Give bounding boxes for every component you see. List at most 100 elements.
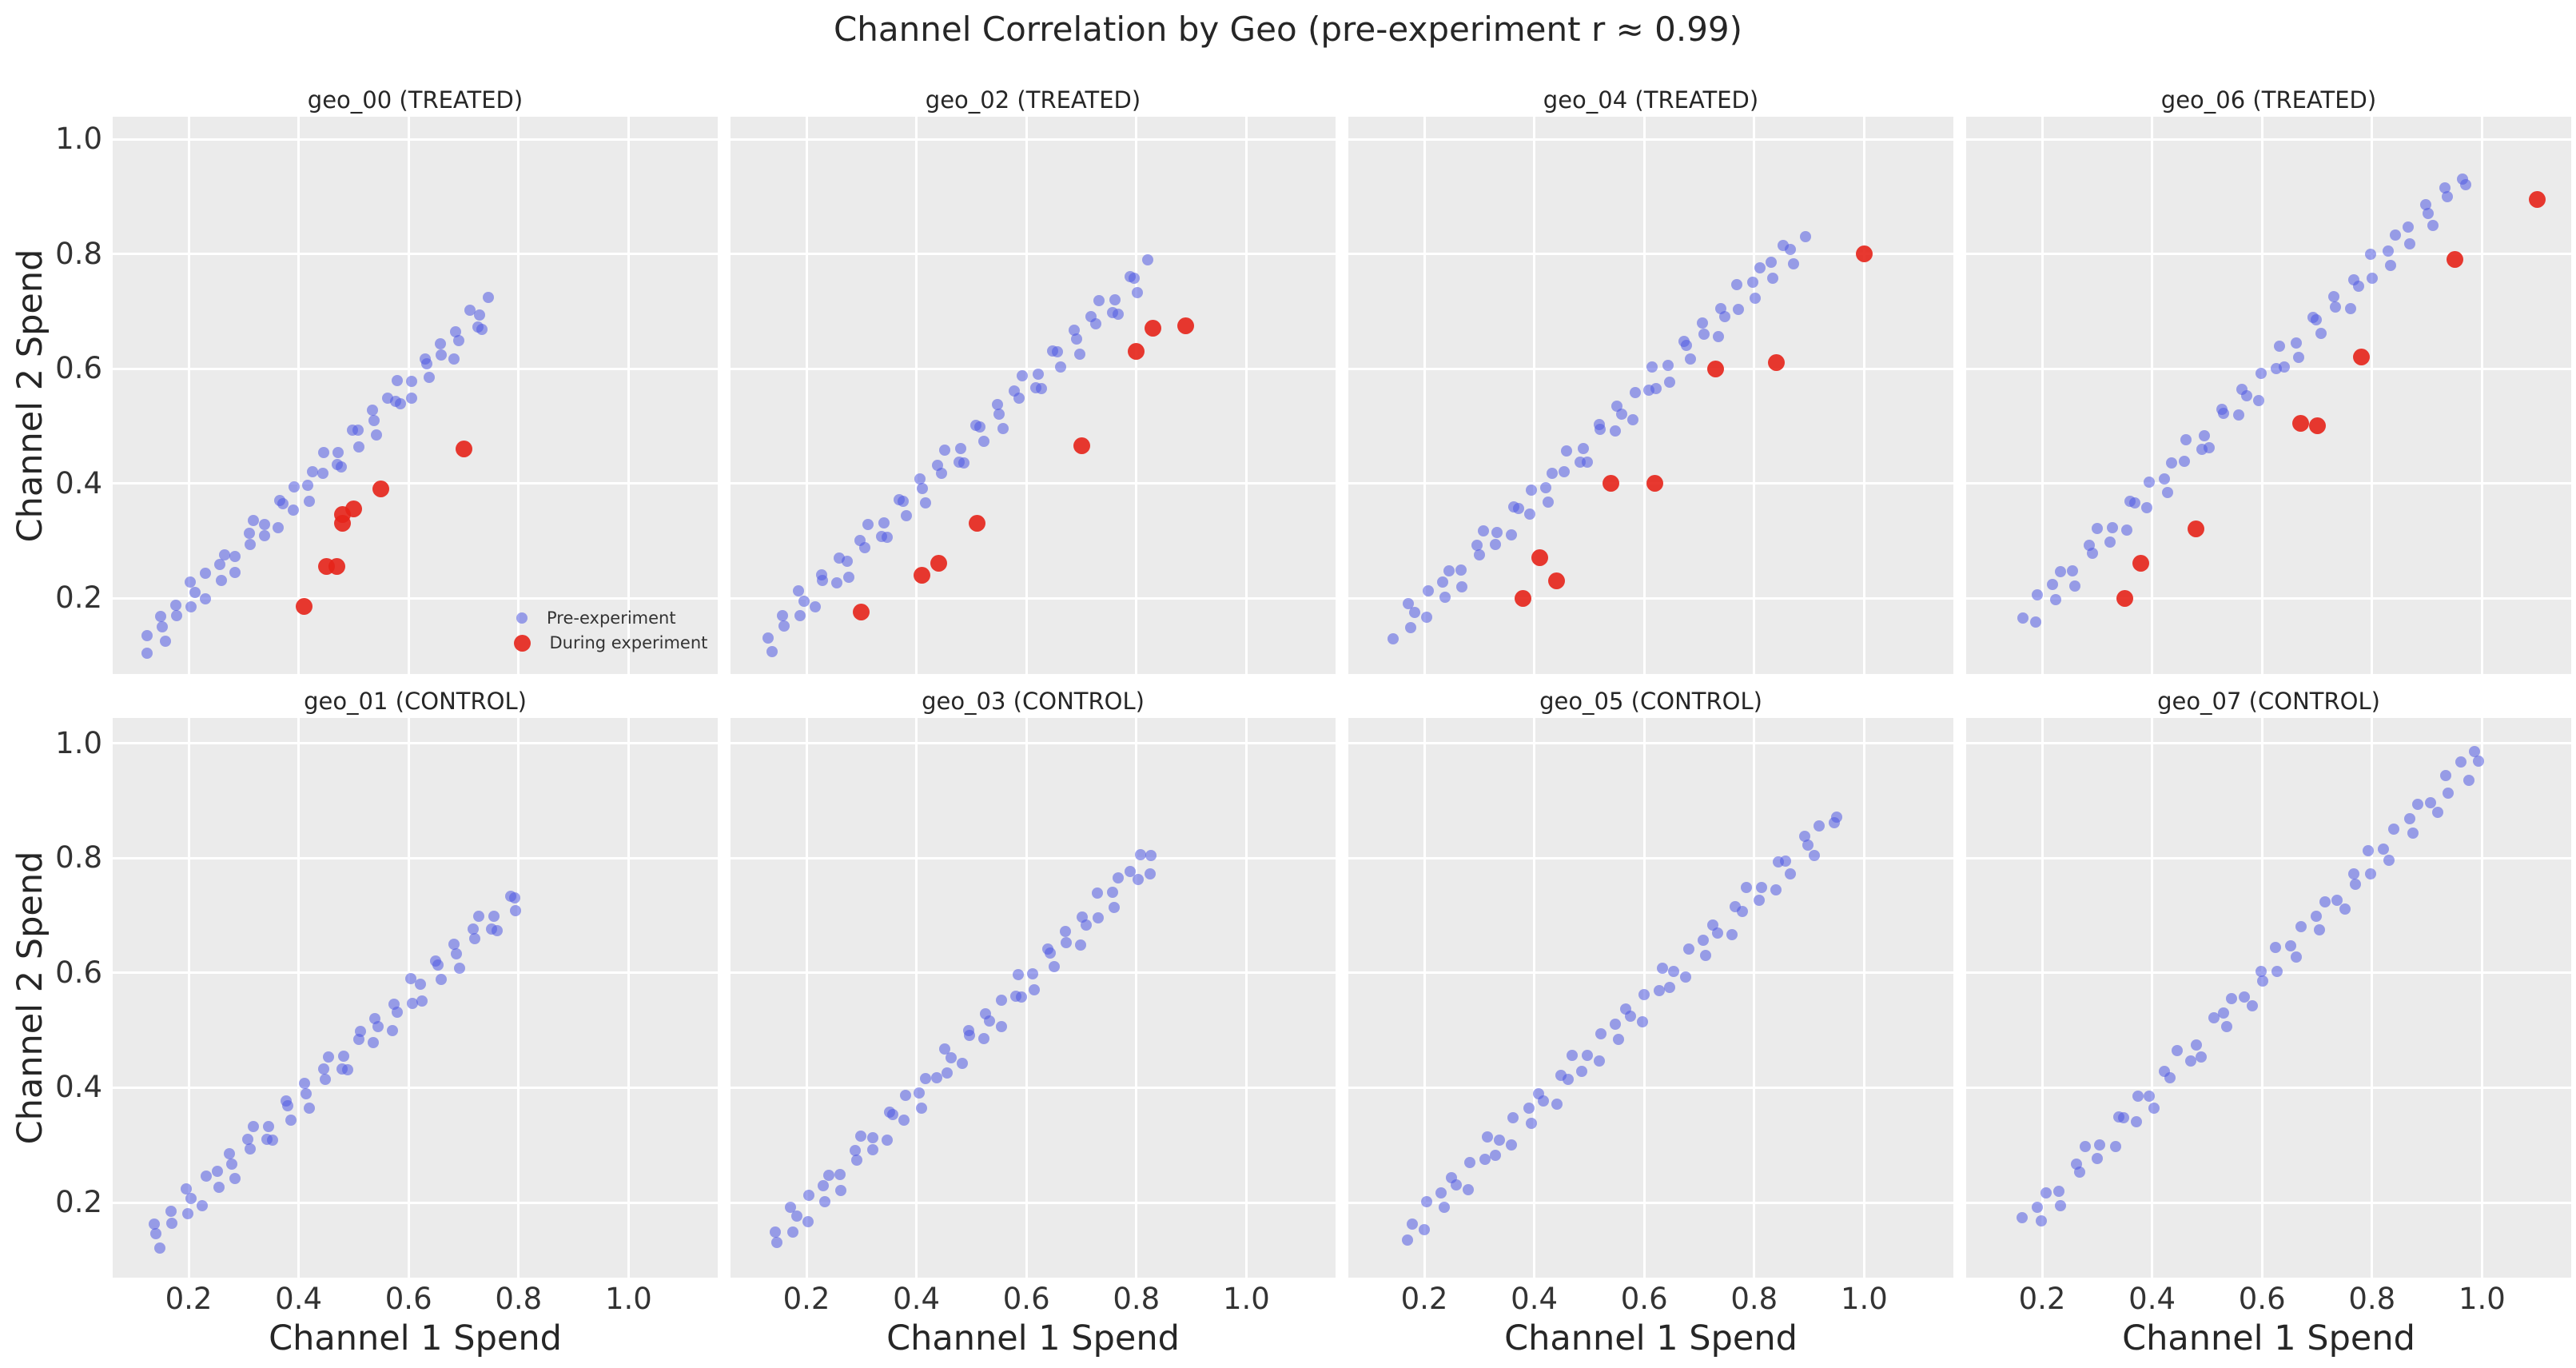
scatter-point-pre-experiment (1080, 919, 1092, 931)
scatter-point-pre-experiment (338, 1050, 350, 1062)
scatter-point-pre-experiment (1134, 848, 1146, 860)
scatter-point-pre-experiment (476, 324, 488, 336)
subplot-geo_05 (1348, 718, 1953, 1278)
scatter-point-pre-experiment (322, 1051, 334, 1063)
x-tick-label: 1.0 (1840, 1282, 1888, 1316)
scatter-point-pre-experiment (2055, 1200, 2067, 1212)
scatter-point-pre-experiment (1506, 529, 1518, 541)
scatter-point-pre-experiment (223, 1147, 235, 1159)
scatter-point-pre-experiment (915, 1103, 927, 1115)
scatter-point-pre-experiment (2109, 1140, 2121, 1152)
scatter-point-pre-experiment (866, 1143, 878, 1155)
scatter-point-during-experiment (295, 598, 313, 616)
scatter-point-pre-experiment (245, 1143, 257, 1155)
scatter-point-pre-experiment (1682, 943, 1694, 955)
scatter-point-pre-experiment (304, 1103, 316, 1115)
scatter-point-pre-experiment (386, 1025, 398, 1037)
scatter-point-pre-experiment (2141, 501, 2153, 513)
gridline-y-0.2 (731, 596, 1336, 600)
scatter-point-pre-experiment (482, 292, 494, 304)
scatter-point-during-experiment (455, 440, 472, 457)
gridline-x-1 (1862, 718, 1865, 1278)
scatter-point-pre-experiment (2327, 291, 2339, 303)
scatter-point-pre-experiment (842, 572, 854, 584)
scatter-point-pre-experiment (407, 997, 419, 1009)
subplot-geo_07 (1966, 718, 2571, 1278)
gridline-x-0.2 (2040, 718, 2044, 1278)
scatter-point-pre-experiment (2117, 1111, 2129, 1123)
scatter-point-pre-experiment (301, 1088, 313, 1100)
scatter-point-pre-experiment (2195, 1051, 2207, 1063)
x-tick-label: 0.4 (893, 1282, 941, 1316)
gridline-y-0.2 (731, 1201, 1336, 1204)
scatter-point-pre-experiment (1663, 376, 1675, 388)
scatter-point-pre-experiment (2049, 594, 2061, 606)
scatter-point-pre-experiment (469, 933, 481, 945)
scatter-point-pre-experiment (2459, 178, 2471, 190)
gridline-y-0.6 (1966, 971, 2571, 975)
gridline-y-0.4 (1348, 1086, 1953, 1089)
scatter-point-pre-experiment (2473, 755, 2485, 767)
gridline-x-0.4 (1533, 718, 1536, 1278)
scatter-point-pre-experiment (154, 610, 166, 622)
scatter-point-pre-experiment (1700, 949, 1712, 961)
scatter-point-pre-experiment (996, 994, 1008, 1006)
scatter-point-pre-experiment (229, 1172, 241, 1184)
scatter-point-pre-experiment (882, 531, 894, 543)
scatter-point-pre-experiment (2273, 341, 2285, 353)
scatter-point-pre-experiment (1054, 361, 1066, 373)
gridline-x-0.2 (805, 718, 808, 1278)
scatter-point-pre-experiment (2029, 616, 2041, 628)
y-tick-label: 1.0 (55, 122, 102, 156)
scatter-point-pre-experiment (1109, 901, 1121, 913)
scatter-point-pre-experiment (154, 1242, 166, 1254)
scatter-point-pre-experiment (785, 1202, 797, 1214)
x-tick-label: 0.8 (495, 1282, 543, 1316)
gridline-y-0.2 (1348, 1201, 1953, 1204)
scatter-point-pre-experiment (2253, 395, 2265, 407)
scatter-point-pre-experiment (1713, 330, 1725, 342)
scatter-point-pre-experiment (306, 466, 318, 478)
subplot-title-geo_00: geo_00 (TREATED) (307, 86, 524, 114)
scatter-point-during-experiment (1603, 475, 1620, 492)
scatter-point-pre-experiment (180, 1183, 192, 1195)
scatter-point-pre-experiment (2344, 302, 2356, 314)
scatter-point-pre-experiment (149, 1218, 161, 1230)
gridline-y-1 (113, 138, 718, 141)
x-tick-label: 0.4 (2128, 1282, 2176, 1316)
scatter-point-pre-experiment (822, 1169, 834, 1181)
scatter-point-pre-experiment (1479, 1154, 1491, 1166)
subplot-title-geo_07: geo_07 (CONTROL) (2157, 688, 2380, 715)
x-tick-label: 0.2 (165, 1282, 213, 1316)
scatter-point-pre-experiment (371, 429, 383, 441)
scatter-point-pre-experiment (2185, 1055, 2197, 1067)
gridline-x-0.8 (2371, 718, 2374, 1278)
scatter-point-pre-experiment (1089, 318, 1101, 330)
scatter-point-pre-experiment (1741, 881, 1753, 893)
scatter-point-pre-experiment (181, 1207, 193, 1219)
legend: Pre-experiment During experiment (511, 606, 711, 666)
gridline-x-1 (1862, 117, 1865, 674)
scatter-point-pre-experiment (1028, 983, 1040, 995)
scatter-point-pre-experiment (1551, 1098, 1563, 1110)
scatter-point-pre-experiment (352, 441, 364, 453)
scatter-point-pre-experiment (1052, 346, 1064, 358)
scatter-point-pre-experiment (1543, 497, 1555, 509)
scatter-point-pre-experiment (984, 1015, 996, 1027)
scatter-point-pre-experiment (2104, 536, 2116, 548)
scatter-point-pre-experiment (289, 481, 301, 493)
gridline-x-0.8 (517, 117, 520, 674)
scatter-point-pre-experiment (977, 436, 989, 448)
scatter-point-pre-experiment (766, 646, 778, 658)
scatter-point-pre-experiment (878, 517, 890, 528)
scatter-point-pre-experiment (1747, 277, 1759, 289)
scatter-point-pre-experiment (2427, 220, 2439, 232)
subplot-geo_00: Pre-experiment During experiment (113, 117, 718, 674)
scatter-point-pre-experiment (2419, 198, 2431, 210)
scatter-point-pre-experiment (993, 409, 1005, 421)
scatter-point-pre-experiment (1074, 939, 1086, 951)
subplot-title-geo_06: geo_06 (TREATED) (2160, 86, 2377, 114)
scatter-point-pre-experiment (790, 1210, 802, 1222)
scatter-point-pre-experiment (2269, 942, 2281, 954)
scatter-point-pre-experiment (1113, 308, 1125, 320)
